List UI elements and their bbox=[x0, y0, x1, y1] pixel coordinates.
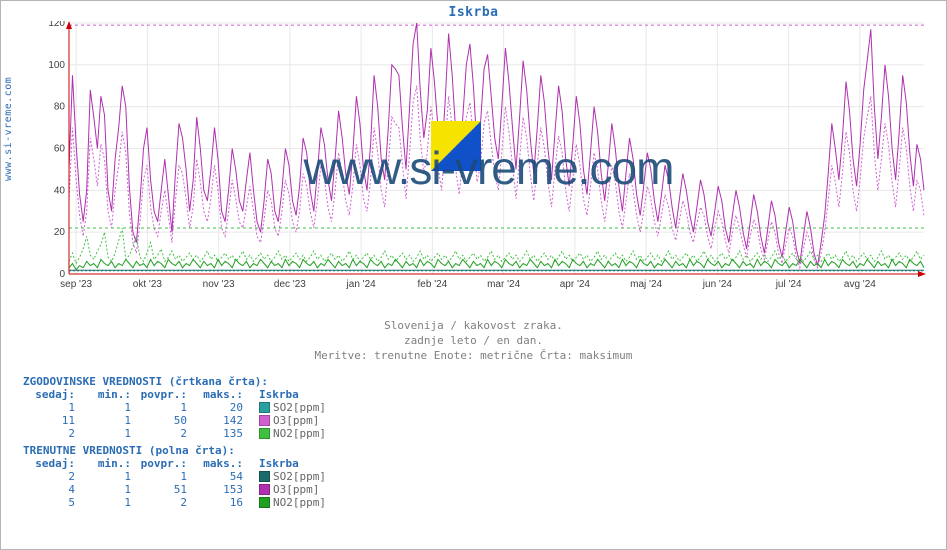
side-url: www.si-vreme.com bbox=[3, 77, 14, 181]
curr-table: sedaj:min.:povpr.:maks.:Iskrba21154SO2[p… bbox=[23, 457, 330, 509]
value-cell: 2 bbox=[23, 470, 79, 483]
value-cell: 51 bbox=[135, 483, 191, 496]
svg-text:okt '23: okt '23 bbox=[133, 279, 163, 290]
value-cell: 2 bbox=[135, 427, 191, 440]
col-header: min.: bbox=[79, 388, 135, 401]
chart-frame: www.si-vreme.com Iskrba 020406080100120s… bbox=[0, 0, 947, 550]
value-cell: 50 bbox=[135, 414, 191, 427]
svg-text:sep '23: sep '23 bbox=[60, 279, 92, 290]
svg-text:80: 80 bbox=[54, 102, 66, 113]
value-cell: 142 bbox=[191, 414, 247, 427]
hist-table: sedaj:min.:povpr.:maks.:Iskrba11120SO2[p… bbox=[23, 388, 330, 440]
svg-text:120: 120 bbox=[48, 21, 65, 29]
data-tables: ZGODOVINSKE VREDNOSTI (črtkana črta): se… bbox=[23, 371, 330, 509]
value-cell: 1 bbox=[79, 470, 135, 483]
table-row: 11120SO2[ppm] bbox=[23, 401, 330, 414]
value-cell: 1 bbox=[135, 401, 191, 414]
series-label: SO2[ppm] bbox=[247, 401, 330, 414]
svg-text:apr '24: apr '24 bbox=[560, 279, 591, 290]
value-cell: 135 bbox=[191, 427, 247, 440]
series-label: O3[ppm] bbox=[247, 414, 330, 427]
svg-text:feb '24: feb '24 bbox=[418, 279, 448, 290]
chart-title: Iskrba bbox=[1, 1, 946, 20]
svg-text:20: 20 bbox=[54, 227, 66, 238]
series-label: O3[ppm] bbox=[247, 483, 330, 496]
table-row: 21154SO2[ppm] bbox=[23, 470, 330, 483]
table-row: 212135NO2[ppm] bbox=[23, 427, 330, 440]
location-header: Iskrba bbox=[247, 457, 330, 470]
svg-text:avg '24: avg '24 bbox=[844, 279, 876, 290]
series-swatch-icon bbox=[259, 497, 270, 508]
col-header: maks.: bbox=[191, 388, 247, 401]
col-header: maks.: bbox=[191, 457, 247, 470]
svg-text:maj '24: maj '24 bbox=[630, 279, 662, 290]
svg-text:nov '23: nov '23 bbox=[203, 279, 235, 290]
watermark-text: www.si-vreme.com bbox=[41, 141, 936, 195]
series-label: NO2[ppm] bbox=[247, 427, 330, 440]
table-row: 11150142O3[ppm] bbox=[23, 414, 330, 427]
col-header: povpr.: bbox=[135, 388, 191, 401]
captions: Slovenija / kakovost zraka. zadnje leto … bbox=[1, 319, 946, 364]
value-cell: 1 bbox=[23, 401, 79, 414]
svg-text:mar '24: mar '24 bbox=[487, 279, 520, 290]
series-swatch-icon bbox=[259, 471, 270, 482]
series-swatch-icon bbox=[259, 428, 270, 439]
curr-title: TRENUTNE VREDNOSTI (polna črta): bbox=[23, 444, 330, 457]
svg-text:dec '23: dec '23 bbox=[274, 279, 306, 290]
svg-text:jul '24: jul '24 bbox=[775, 279, 802, 290]
series-label: NO2[ppm] bbox=[247, 496, 330, 509]
location-header: Iskrba bbox=[247, 388, 330, 401]
value-cell: 20 bbox=[191, 401, 247, 414]
series-swatch-icon bbox=[259, 402, 270, 413]
svg-text:100: 100 bbox=[48, 60, 65, 71]
caption-2: zadnje leto / en dan. bbox=[1, 334, 946, 349]
hist-title: ZGODOVINSKE VREDNOSTI (črtkana črta): bbox=[23, 375, 330, 388]
value-cell: 16 bbox=[191, 496, 247, 509]
col-header: povpr.: bbox=[135, 457, 191, 470]
col-header: min.: bbox=[79, 457, 135, 470]
value-cell: 1 bbox=[79, 401, 135, 414]
value-cell: 1 bbox=[135, 470, 191, 483]
value-cell: 2 bbox=[23, 427, 79, 440]
value-cell: 1 bbox=[79, 496, 135, 509]
value-cell: 11 bbox=[23, 414, 79, 427]
series-swatch-icon bbox=[259, 415, 270, 426]
value-cell: 2 bbox=[135, 496, 191, 509]
chart-area: 020406080100120sep '23okt '23nov '23dec … bbox=[41, 21, 936, 296]
value-cell: 1 bbox=[79, 483, 135, 496]
caption-1: Slovenija / kakovost zraka. bbox=[1, 319, 946, 334]
value-cell: 153 bbox=[191, 483, 247, 496]
col-header: sedaj: bbox=[23, 457, 79, 470]
col-header: sedaj: bbox=[23, 388, 79, 401]
value-cell: 54 bbox=[191, 470, 247, 483]
series-label: SO2[ppm] bbox=[247, 470, 330, 483]
caption-3: Meritve: trenutne Enote: metrične Črta: … bbox=[1, 349, 946, 364]
svg-text:jan '24: jan '24 bbox=[346, 279, 377, 290]
table-row: 4151153O3[ppm] bbox=[23, 483, 330, 496]
table-row: 51216NO2[ppm] bbox=[23, 496, 330, 509]
svg-text:jun '24: jun '24 bbox=[702, 279, 733, 290]
value-cell: 1 bbox=[79, 427, 135, 440]
value-cell: 1 bbox=[79, 414, 135, 427]
value-cell: 5 bbox=[23, 496, 79, 509]
series-swatch-icon bbox=[259, 484, 270, 495]
value-cell: 4 bbox=[23, 483, 79, 496]
